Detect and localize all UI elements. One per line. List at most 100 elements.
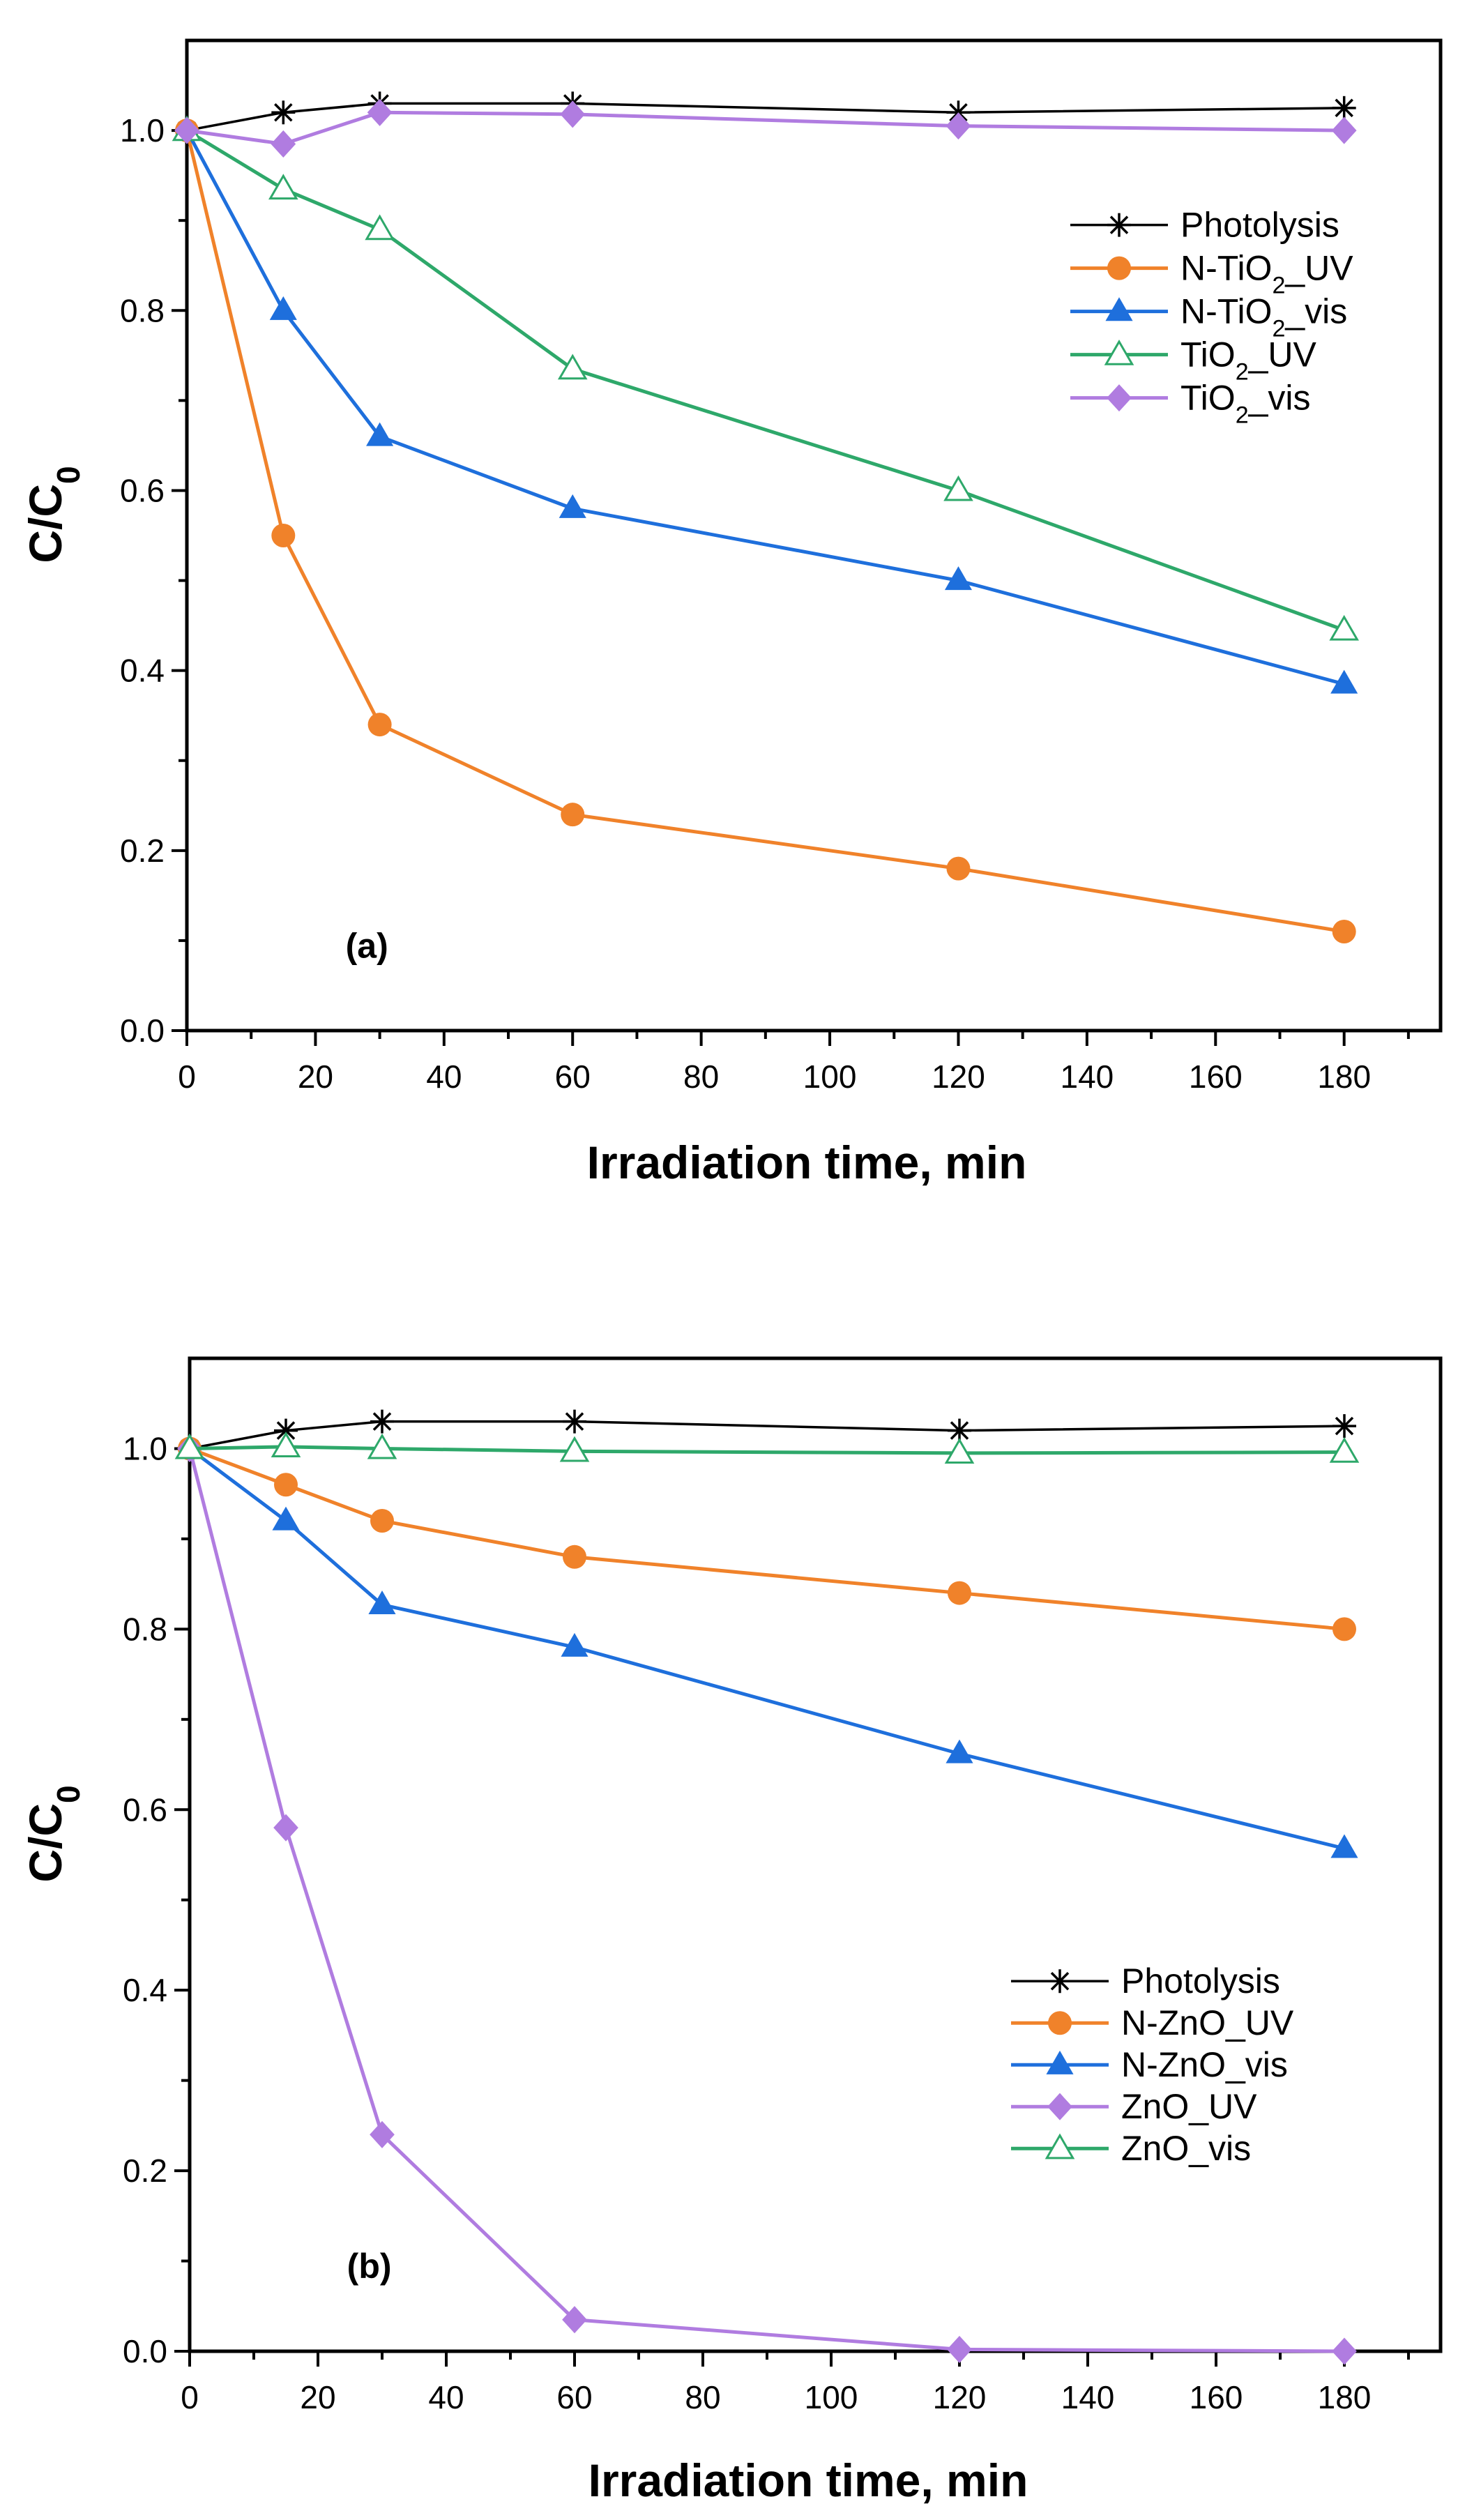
- data-point: [557, 354, 588, 380]
- x-tick-label: 80: [683, 1058, 719, 1095]
- data-point: [367, 713, 392, 737]
- x-tick-label: 120: [932, 1058, 985, 1095]
- x-tick-label: 160: [1189, 1058, 1243, 1095]
- x-tick-label: 160: [1190, 2379, 1243, 2415]
- legend-marker: [1107, 256, 1131, 280]
- data-point: [563, 1544, 586, 1569]
- y-tick-label: 0.4: [120, 653, 165, 689]
- series-n-tio2-uv: [175, 119, 1356, 943]
- legend-label: ZnO_vis: [1121, 2129, 1251, 2168]
- series-line: [185, 130, 1345, 934]
- series-n-zno-uv: [178, 1436, 1356, 1641]
- legend-item: N-ZnO_vis: [1011, 2045, 1288, 2084]
- series-tio2-uv: [172, 115, 1359, 641]
- series-line: [185, 129, 1345, 686]
- data-point: [1329, 1436, 1360, 1463]
- data-point: [367, 98, 393, 126]
- legend-label: N-TiO2_UV: [1180, 249, 1353, 299]
- y-tick-label: 0.2: [120, 833, 165, 869]
- data-point: [274, 1473, 298, 1497]
- x-tick-label: 60: [556, 2379, 592, 2415]
- legend-label: N-ZnO_UV: [1121, 2003, 1294, 2042]
- data-point: [563, 1409, 586, 1434]
- data-point: [366, 422, 394, 446]
- x-tick-label: 80: [685, 2379, 720, 2415]
- y-tick-label: 0.8: [123, 1611, 167, 1647]
- data-point: [559, 494, 586, 518]
- data-point: [946, 112, 971, 140]
- legend-label: N-TiO2_vis: [1180, 292, 1347, 342]
- plot-frame: [188, 1356, 1443, 2353]
- y-tick-label: 1.0: [120, 112, 165, 149]
- legend-marker: [1104, 339, 1134, 365]
- star-stroke: [1050, 1971, 1070, 1991]
- chart-panel-b: 0 20 40 60 80 100 120 140 160 180 0.0 0.2 0.4 0.6 0.8 1…: [20, 1356, 1443, 2506]
- legend-marker: [1107, 213, 1131, 237]
- star-stroke: [565, 1412, 584, 1431]
- data-point: [370, 2120, 395, 2148]
- data-point: [948, 1581, 971, 1605]
- legend-item: N-TiO2_UV: [1070, 249, 1353, 299]
- y-tick-label: 0.4: [123, 1972, 167, 2008]
- data-point: [1330, 1834, 1358, 1858]
- star-stroke: [274, 103, 293, 122]
- data-point: [370, 1509, 394, 1533]
- data-point: [947, 2335, 972, 2363]
- star-stroke: [950, 1421, 969, 1440]
- data-point: [271, 100, 296, 125]
- x-tick-label: 140: [1061, 2379, 1115, 2415]
- y-tick-label: 0.6: [123, 1791, 167, 1828]
- data-point: [948, 1418, 971, 1443]
- data-point: [1332, 96, 1356, 120]
- x-tick-label: 120: [933, 2379, 987, 2415]
- data-point: [561, 1632, 588, 1657]
- x-tick-label: 100: [805, 2379, 858, 2415]
- x-tick-label: 60: [555, 1058, 591, 1095]
- data-point: [174, 1433, 205, 1459]
- panel-label: (a): [346, 926, 388, 965]
- series-line: [189, 1445, 1345, 1455]
- y-tick-label: 0.6: [120, 472, 165, 508]
- panel-label: (b): [347, 2247, 392, 2286]
- legend-marker: [1105, 297, 1133, 321]
- chart-panel-a: 0 20 40 60 80 100 120 140 160 180 0.0 0.2 0.4 0.6 0.8 1…: [20, 38, 1443, 1188]
- series-line: [185, 128, 1345, 632]
- plot-frame: [185, 38, 1443, 1033]
- series-line: [186, 102, 1344, 132]
- star-stroke: [1109, 215, 1129, 234]
- series-line: [189, 1447, 1345, 1631]
- data-point: [368, 1591, 396, 1615]
- legend-label: ZnO_UV: [1121, 2087, 1257, 2126]
- data-point: [944, 1438, 975, 1464]
- y-axis-label: C/C0: [20, 466, 86, 563]
- x-tick-label: 180: [1317, 1058, 1371, 1095]
- series-line: [188, 1447, 1345, 1851]
- series-photolysis: [175, 91, 1356, 143]
- series-line: [188, 1448, 1345, 2353]
- data-point: [271, 524, 296, 547]
- data-point: [1329, 614, 1359, 641]
- y-tick-label: 0.2: [123, 2153, 167, 2189]
- legend-marker: [1048, 1969, 1072, 1994]
- legend-label: N-ZnO_vis: [1121, 2045, 1288, 2084]
- data-point: [1332, 1414, 1356, 1439]
- x-tick-label: 100: [803, 1058, 857, 1095]
- legend-item: Photolysis: [1011, 1961, 1280, 2001]
- legend-item: ZnO_vis: [1011, 2129, 1251, 2168]
- data-point: [272, 1506, 300, 1531]
- legend-label: Photolysis: [1121, 1961, 1280, 2001]
- x-tick-label: 180: [1318, 2379, 1372, 2415]
- series-line: [189, 1420, 1345, 1450]
- data-point: [946, 856, 971, 881]
- legend-item: N-TiO2_vis: [1070, 292, 1347, 342]
- legend-label: TiO2_UV: [1180, 335, 1317, 386]
- star-stroke: [1335, 98, 1353, 118]
- legend-item: TiO2_vis: [1070, 379, 1311, 429]
- data-point: [271, 130, 296, 158]
- legend-marker: [1107, 384, 1132, 412]
- series-n-zno-vis: [176, 1434, 1358, 1858]
- legend-marker: [1048, 2011, 1072, 2035]
- legend-label: Photolysis: [1180, 206, 1339, 245]
